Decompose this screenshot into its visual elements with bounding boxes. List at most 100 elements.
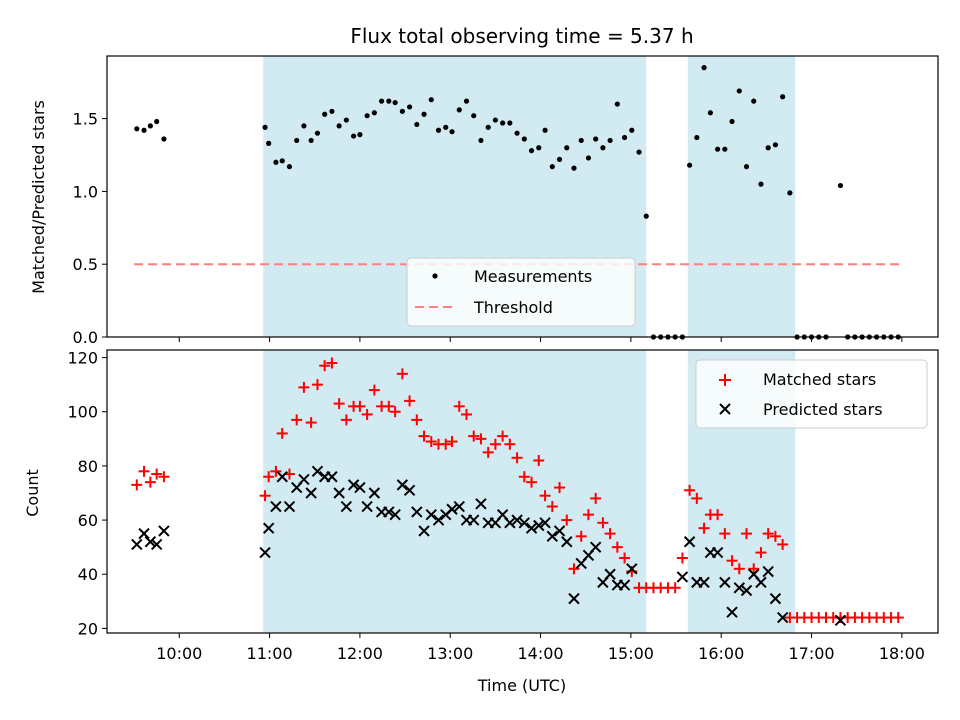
y-tick-label: 1.0	[73, 182, 98, 201]
measurement-point	[687, 162, 693, 168]
matched-star-point	[582, 509, 594, 521]
top-x-ticks	[178, 337, 903, 342]
measurement-point	[787, 190, 793, 196]
measurement-point	[456, 107, 462, 113]
matched-star-point	[733, 563, 745, 575]
cross-b	[776, 611, 789, 624]
predicted-star-point	[396, 479, 409, 491]
predicted-star-point	[333, 487, 345, 499]
predicted-star-point	[311, 465, 324, 478]
matched-star-point	[425, 436, 437, 448]
measurements-points	[134, 65, 901, 340]
cross-b	[368, 487, 381, 499]
measurement-point	[492, 117, 499, 123]
predicted-star-point	[432, 514, 445, 526]
matched-star-point	[291, 414, 303, 426]
matched-star-point	[411, 414, 423, 426]
predicted-star-point	[533, 519, 545, 532]
predicted-star-point	[468, 514, 480, 526]
cross-b	[539, 517, 551, 529]
measurement-point	[154, 118, 160, 125]
predicted-star-point	[270, 500, 282, 513]
measurement-point	[266, 140, 272, 146]
matched-star-point	[604, 528, 616, 540]
measurement-point	[406, 104, 413, 110]
predicted-star-point	[740, 584, 753, 597]
measurement-point	[141, 127, 147, 133]
cross-b	[561, 536, 573, 548]
measurement-point	[614, 101, 620, 107]
measurement-point	[273, 159, 279, 165]
cross-b	[618, 579, 631, 591]
cross-b	[468, 514, 480, 526]
measurement-point	[428, 97, 434, 103]
matched-star-point	[383, 400, 395, 412]
predicted-star-point	[568, 592, 580, 605]
cross-b	[683, 536, 696, 548]
measurement-point	[421, 111, 427, 117]
legend-matched-marker	[719, 374, 731, 386]
bottom-legend: Matched stars Predicted stars	[695, 359, 928, 429]
measurement-point	[593, 136, 599, 142]
cross-b	[604, 568, 616, 580]
predicted-star-point	[698, 576, 710, 589]
matched-star-point	[698, 522, 710, 534]
measurement-point	[729, 118, 735, 125]
cross-b	[305, 487, 317, 499]
predicted-star-point	[425, 508, 437, 521]
matched-star-point	[475, 433, 487, 445]
predicted-star-point	[354, 481, 366, 494]
predicted-star-point	[259, 546, 271, 559]
predicted-star-point	[762, 565, 774, 578]
measurement-point	[350, 133, 357, 139]
x-tick-label: 11:00	[247, 644, 293, 663]
matched-star-point	[138, 465, 150, 477]
matched-star-point	[389, 406, 401, 418]
cross-b	[698, 576, 710, 589]
measurement-point	[262, 124, 268, 130]
predicted-star-point	[475, 498, 487, 510]
predicted-star-point	[305, 487, 317, 499]
predicted-stars-points	[131, 465, 847, 626]
cross-b	[311, 465, 324, 478]
matched-star-point	[684, 484, 696, 496]
cross-b	[283, 500, 296, 513]
measurement-point	[542, 127, 548, 133]
matched-star-point	[404, 395, 416, 407]
cross-b	[347, 479, 360, 491]
legend-predicted-marker	[719, 403, 731, 415]
cross-b	[403, 484, 416, 496]
matched-star-point	[575, 530, 587, 542]
bottom-legend-box	[695, 359, 928, 429]
legend-measurements-marker	[432, 273, 438, 279]
cross-b	[504, 517, 516, 529]
cross-b	[333, 487, 345, 499]
top-axes-frame	[106, 55, 939, 338]
x-tick-label: 13:00	[427, 644, 473, 663]
predicted-star-point	[676, 571, 689, 583]
y-tick-label: 1.5	[73, 110, 98, 129]
top-legend: Measurements Threshold	[406, 257, 636, 327]
cross-b	[432, 514, 445, 526]
measurement-point	[578, 137, 584, 144]
matched-star-point	[418, 430, 430, 442]
measurement-point	[414, 121, 420, 128]
cross-b	[298, 473, 310, 486]
matched-star-point	[726, 555, 738, 567]
matched-star-point	[712, 509, 724, 521]
predicted-star-point	[683, 536, 696, 548]
measurement-point	[528, 148, 535, 154]
cross-b	[158, 525, 170, 537]
predicted-star-point	[733, 582, 745, 594]
cross-b	[834, 614, 847, 626]
predicted-star-point	[389, 508, 401, 521]
predicted-star-point	[340, 500, 353, 513]
shaded-interval-1	[263, 350, 647, 633]
matched-star-point	[748, 563, 760, 575]
shaded-interval-2	[687, 56, 796, 337]
matched-star-point	[597, 517, 609, 529]
matched-star-point	[270, 465, 282, 477]
measurement-point	[643, 213, 649, 219]
x-tick-label: 15:00	[608, 644, 654, 663]
matched-star-point	[305, 417, 317, 429]
